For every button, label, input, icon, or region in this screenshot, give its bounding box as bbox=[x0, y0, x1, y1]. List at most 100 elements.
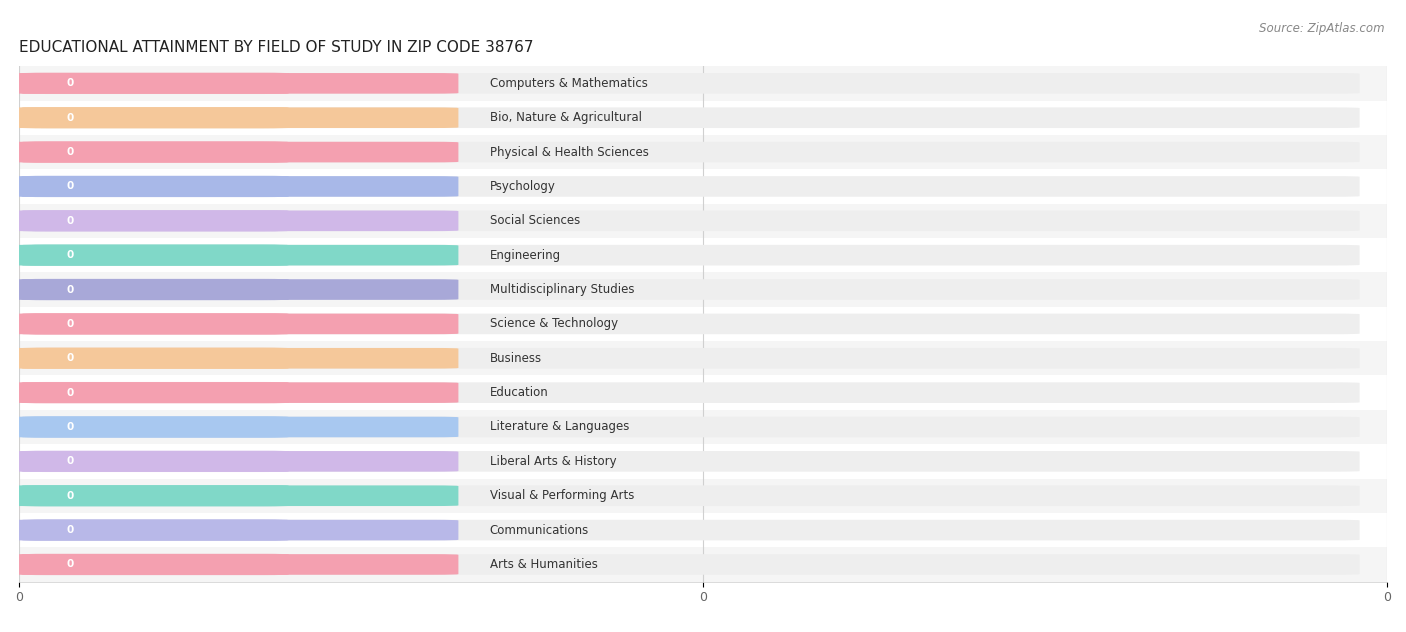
Text: Engineering: Engineering bbox=[489, 248, 561, 262]
Text: 0: 0 bbox=[66, 490, 73, 501]
Bar bbox=[20, 66, 1386, 100]
FancyBboxPatch shape bbox=[21, 142, 1360, 162]
FancyBboxPatch shape bbox=[21, 210, 1360, 231]
FancyBboxPatch shape bbox=[21, 107, 288, 128]
Bar bbox=[20, 513, 1386, 547]
FancyBboxPatch shape bbox=[21, 210, 458, 231]
FancyBboxPatch shape bbox=[21, 279, 458, 300]
Text: Arts & Humanities: Arts & Humanities bbox=[489, 558, 598, 571]
FancyBboxPatch shape bbox=[21, 313, 1360, 334]
Text: Communications: Communications bbox=[489, 523, 589, 537]
FancyBboxPatch shape bbox=[21, 554, 288, 574]
Bar bbox=[20, 272, 1386, 307]
FancyBboxPatch shape bbox=[21, 382, 1360, 403]
Bar bbox=[20, 478, 1386, 513]
FancyBboxPatch shape bbox=[21, 416, 288, 437]
FancyBboxPatch shape bbox=[21, 451, 458, 471]
FancyBboxPatch shape bbox=[21, 176, 1360, 197]
Bar bbox=[20, 169, 1386, 204]
FancyBboxPatch shape bbox=[21, 382, 288, 403]
FancyBboxPatch shape bbox=[21, 451, 288, 471]
Bar bbox=[20, 204, 1386, 238]
Bar bbox=[20, 375, 1386, 410]
FancyBboxPatch shape bbox=[21, 520, 458, 540]
FancyBboxPatch shape bbox=[21, 416, 458, 437]
Bar bbox=[20, 547, 1386, 581]
Text: Bio, Nature & Agricultural: Bio, Nature & Agricultural bbox=[489, 111, 641, 125]
FancyBboxPatch shape bbox=[21, 485, 288, 506]
FancyBboxPatch shape bbox=[0, 142, 288, 162]
Text: Social Sciences: Social Sciences bbox=[489, 214, 579, 228]
FancyBboxPatch shape bbox=[21, 107, 1360, 128]
Bar bbox=[20, 100, 1386, 135]
FancyBboxPatch shape bbox=[0, 279, 288, 300]
FancyBboxPatch shape bbox=[0, 520, 288, 540]
Text: 0: 0 bbox=[66, 387, 73, 398]
FancyBboxPatch shape bbox=[21, 73, 1360, 94]
Bar bbox=[20, 341, 1386, 375]
FancyBboxPatch shape bbox=[21, 313, 288, 334]
Text: Computers & Mathematics: Computers & Mathematics bbox=[489, 77, 648, 90]
Text: 0: 0 bbox=[66, 456, 73, 466]
Text: EDUCATIONAL ATTAINMENT BY FIELD OF STUDY IN ZIP CODE 38767: EDUCATIONAL ATTAINMENT BY FIELD OF STUDY… bbox=[20, 40, 533, 55]
FancyBboxPatch shape bbox=[21, 451, 1360, 471]
Bar bbox=[20, 410, 1386, 444]
Text: Visual & Performing Arts: Visual & Performing Arts bbox=[489, 489, 634, 502]
Text: 0: 0 bbox=[66, 559, 73, 569]
Text: 0: 0 bbox=[66, 353, 73, 363]
Text: 0: 0 bbox=[66, 284, 73, 295]
FancyBboxPatch shape bbox=[0, 348, 288, 368]
FancyBboxPatch shape bbox=[0, 382, 288, 403]
Text: 0: 0 bbox=[66, 181, 73, 191]
FancyBboxPatch shape bbox=[21, 554, 1360, 574]
FancyBboxPatch shape bbox=[21, 142, 288, 162]
FancyBboxPatch shape bbox=[21, 210, 288, 231]
Text: Literature & Languages: Literature & Languages bbox=[489, 420, 628, 434]
Text: 0: 0 bbox=[66, 147, 73, 157]
FancyBboxPatch shape bbox=[21, 73, 458, 94]
FancyBboxPatch shape bbox=[0, 485, 288, 506]
FancyBboxPatch shape bbox=[21, 73, 288, 94]
FancyBboxPatch shape bbox=[21, 176, 288, 197]
FancyBboxPatch shape bbox=[0, 107, 288, 128]
Text: Source: ZipAtlas.com: Source: ZipAtlas.com bbox=[1260, 22, 1385, 35]
FancyBboxPatch shape bbox=[0, 245, 288, 265]
FancyBboxPatch shape bbox=[0, 313, 288, 334]
Text: Business: Business bbox=[489, 352, 541, 365]
FancyBboxPatch shape bbox=[21, 107, 458, 128]
Text: Physical & Health Sciences: Physical & Health Sciences bbox=[489, 145, 648, 159]
FancyBboxPatch shape bbox=[21, 485, 1360, 506]
FancyBboxPatch shape bbox=[21, 313, 458, 334]
FancyBboxPatch shape bbox=[0, 416, 288, 437]
Bar bbox=[20, 444, 1386, 478]
FancyBboxPatch shape bbox=[21, 176, 458, 197]
FancyBboxPatch shape bbox=[21, 142, 458, 162]
Text: 0: 0 bbox=[66, 422, 73, 432]
FancyBboxPatch shape bbox=[21, 279, 1360, 300]
Bar bbox=[20, 135, 1386, 169]
FancyBboxPatch shape bbox=[21, 348, 288, 368]
FancyBboxPatch shape bbox=[0, 554, 288, 574]
FancyBboxPatch shape bbox=[0, 451, 288, 471]
FancyBboxPatch shape bbox=[21, 348, 1360, 368]
FancyBboxPatch shape bbox=[21, 245, 288, 265]
Bar bbox=[20, 307, 1386, 341]
Text: 0: 0 bbox=[66, 525, 73, 535]
Text: Psychology: Psychology bbox=[489, 180, 555, 193]
Bar bbox=[20, 238, 1386, 272]
Text: 0: 0 bbox=[66, 216, 73, 226]
Text: 0: 0 bbox=[66, 250, 73, 260]
FancyBboxPatch shape bbox=[21, 348, 458, 368]
FancyBboxPatch shape bbox=[21, 382, 458, 403]
Text: 0: 0 bbox=[66, 78, 73, 88]
FancyBboxPatch shape bbox=[21, 245, 1360, 265]
FancyBboxPatch shape bbox=[21, 245, 458, 265]
FancyBboxPatch shape bbox=[21, 520, 288, 540]
Text: Science & Technology: Science & Technology bbox=[489, 317, 617, 331]
FancyBboxPatch shape bbox=[0, 210, 288, 231]
FancyBboxPatch shape bbox=[21, 279, 288, 300]
FancyBboxPatch shape bbox=[21, 520, 1360, 540]
Text: Education: Education bbox=[489, 386, 548, 399]
FancyBboxPatch shape bbox=[21, 485, 458, 506]
FancyBboxPatch shape bbox=[21, 554, 458, 574]
